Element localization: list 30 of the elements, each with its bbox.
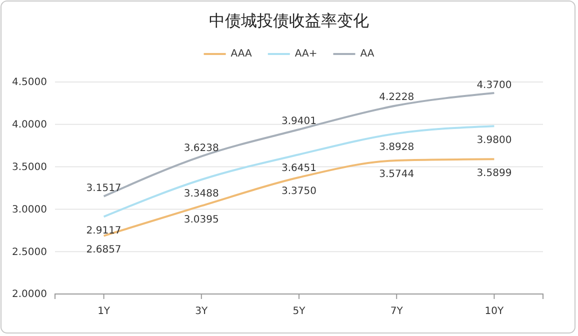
y-tick-label: 2.0000 xyxy=(12,289,47,300)
data-label: 3.6238 xyxy=(184,143,219,154)
y-tick-label: 4.5000 xyxy=(12,77,47,88)
data-label: 4.3700 xyxy=(476,80,512,91)
data-label: 3.8928 xyxy=(379,142,414,154)
data-label: 2.6857 xyxy=(86,244,122,256)
data-label: 3.3488 xyxy=(184,188,219,200)
legend-label: AA xyxy=(360,48,374,60)
x-tick-label: 5Y xyxy=(292,306,306,318)
y-tick-label: 2.5000 xyxy=(12,246,47,258)
y-tick-label: 4.0000 xyxy=(12,120,47,131)
chart-title: 中债城投债收益率变化 xyxy=(209,11,369,30)
legend-label: AAA xyxy=(230,48,252,60)
x-tick-label: 3Y xyxy=(195,306,209,318)
x-tick-label: 10Y xyxy=(484,306,505,318)
x-tick-label: 1Y xyxy=(98,306,111,318)
y-tick-label: 3.5000 xyxy=(12,162,47,173)
data-label: 3.9800 xyxy=(476,134,512,146)
y-tick-label: 3.0000 xyxy=(12,204,47,216)
data-label: 3.5899 xyxy=(476,168,512,179)
data-label: 3.5744 xyxy=(379,169,414,180)
data-label: 2.9117 xyxy=(86,225,122,236)
data-label: 3.9401 xyxy=(282,116,316,128)
data-label: 3.3750 xyxy=(282,186,316,198)
data-label: 3.0395 xyxy=(184,214,219,226)
data-label: 3.6451 xyxy=(282,163,316,174)
legend-label: AA+ xyxy=(294,48,318,60)
data-label: 4.2228 xyxy=(379,92,414,104)
data-label: 3.1517 xyxy=(86,183,122,194)
x-tick-label: 7Y xyxy=(390,306,404,318)
